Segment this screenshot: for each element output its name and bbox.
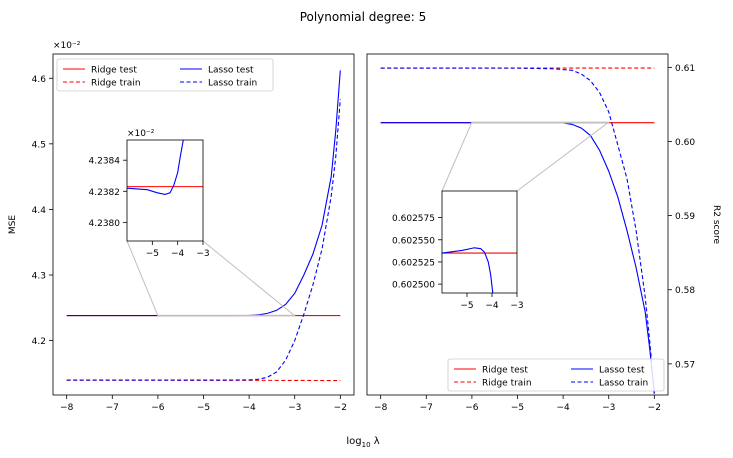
legend-label: Ridge train (91, 79, 141, 89)
legend-box (56, 58, 274, 92)
x-tick-label: −4 (556, 403, 570, 413)
axes-frame (366, 53, 669, 396)
x-tick-label: −8 (374, 403, 388, 413)
y-tick-label: 4.6 (32, 75, 47, 85)
inset-axes-mse: −5 −4 −3 4.2380 4.2382 4.2384 ×10⁻² (89, 129, 210, 259)
series-line-lasso-test (442, 247, 494, 293)
y-tick-label: 4.2 (32, 337, 46, 347)
inset-axes-r2: −5 −4 −3 0.602500 0.602525 0.602550 0.602575 (392, 190, 524, 311)
x-tick-label: −2 (334, 403, 347, 413)
inset-background (442, 191, 517, 293)
inset-y-tick-label: 0.602525 (392, 258, 435, 268)
inset-y-tick-label: 0.602550 (392, 236, 435, 246)
x-tick-label: −4 (242, 403, 256, 413)
y-tick-label: 0.60 (675, 138, 695, 148)
inset-y-tick-label: 4.2382 (89, 188, 121, 198)
y-tick-label: 0.59 (675, 212, 695, 222)
legend-label: Lasso train (208, 79, 257, 89)
inset-y-offset-text: ×10⁻² (127, 129, 155, 139)
x-tick-label: −6 (465, 403, 479, 413)
series-line-lasso-train (380, 67, 655, 394)
x-tick-label: −2 (648, 403, 661, 413)
y-tick-label: 4.4 (32, 206, 47, 216)
legend-label: Ridge train (482, 379, 532, 389)
axes-mse: −8 −7 −6 −5 −4 −3 −24.24.34.44.54.6MSE×10⁻²−5−… (8, 41, 355, 413)
inset-x-tick-label: −4 (485, 301, 499, 311)
legend-label: Ridge test (91, 66, 137, 76)
zoom-connector (202, 240, 296, 317)
inset-y-tick-label: 4.2380 (89, 219, 121, 229)
y-axis-label: R2 score (711, 205, 721, 244)
inset-frame (126, 139, 204, 242)
legend-mse: Ridge test Ridge train Lasso test Lasso tra… (56, 58, 274, 92)
series-line-lasso-test (127, 140, 184, 195)
zoom-connector (516, 121, 610, 192)
legend-label: Lasso test (599, 366, 645, 376)
axes-r2: −8 −7 −6 −5 −4 −3 −2 0.57 0.58 0.59 0.60 0.61 R2 sco… (366, 53, 721, 413)
y-tick-label: 0.61 (675, 64, 695, 74)
zoom-region (471, 121, 610, 124)
series-line-lasso-train (66, 99, 341, 381)
y-offset-text: ×10⁻² (53, 41, 81, 51)
inset-x-tick-label: −3 (196, 249, 209, 259)
inset-background (127, 140, 203, 241)
inset-x-tick-label: −3 (510, 301, 523, 311)
x-tick-label: −5 (197, 403, 210, 413)
plot-layer: −8 −7 −6 −5 −4 −3 −24.24.34.44.54.6MSE×10⁻²−5−… (8, 41, 721, 413)
x-tick-label: −3 (288, 403, 301, 413)
inset-x-tick-label: −4 (171, 249, 185, 259)
inset-x-tick-label: −5 (146, 249, 159, 259)
figure-xlabel: log10 λ (346, 436, 379, 449)
y-tick-label: 0.58 (675, 286, 695, 296)
legend-label: Lasso train (599, 379, 648, 389)
y-tick-label: 4.3 (32, 271, 46, 281)
inset-y-tick-label: 0.602500 (392, 281, 435, 291)
legend-r2: Ridge test Ridge train Lasso test Lasso tra… (447, 358, 665, 392)
inset-y-tick-label: 0.602575 (392, 214, 435, 224)
axes-frame (52, 53, 355, 396)
zoom-connector (126, 240, 159, 316)
legend-label: Lasso test (208, 66, 254, 76)
x-tick-label: −6 (151, 403, 165, 413)
inset-x-tick-label: −5 (460, 301, 473, 311)
x-tick-label: −3 (602, 403, 615, 413)
x-tick-label: −7 (420, 403, 433, 413)
x-tick-label: −5 (511, 403, 524, 413)
y-tick-label: 0.57 (675, 360, 695, 370)
inset-y-tick-label: 4.2384 (89, 157, 121, 167)
x-tick-label: −8 (60, 403, 74, 413)
y-axis-label: MSE (8, 215, 18, 234)
zoom-region (157, 314, 296, 317)
y-tick-label: 4.5 (32, 140, 46, 150)
zoom-connector (441, 121, 473, 192)
legend-box (447, 358, 665, 392)
figure-suptitle: Polynomial degree: 5 (300, 10, 427, 24)
legend-label: Ridge test (482, 366, 528, 376)
x-tick-label: −7 (106, 403, 119, 413)
inset-frame (441, 190, 518, 294)
